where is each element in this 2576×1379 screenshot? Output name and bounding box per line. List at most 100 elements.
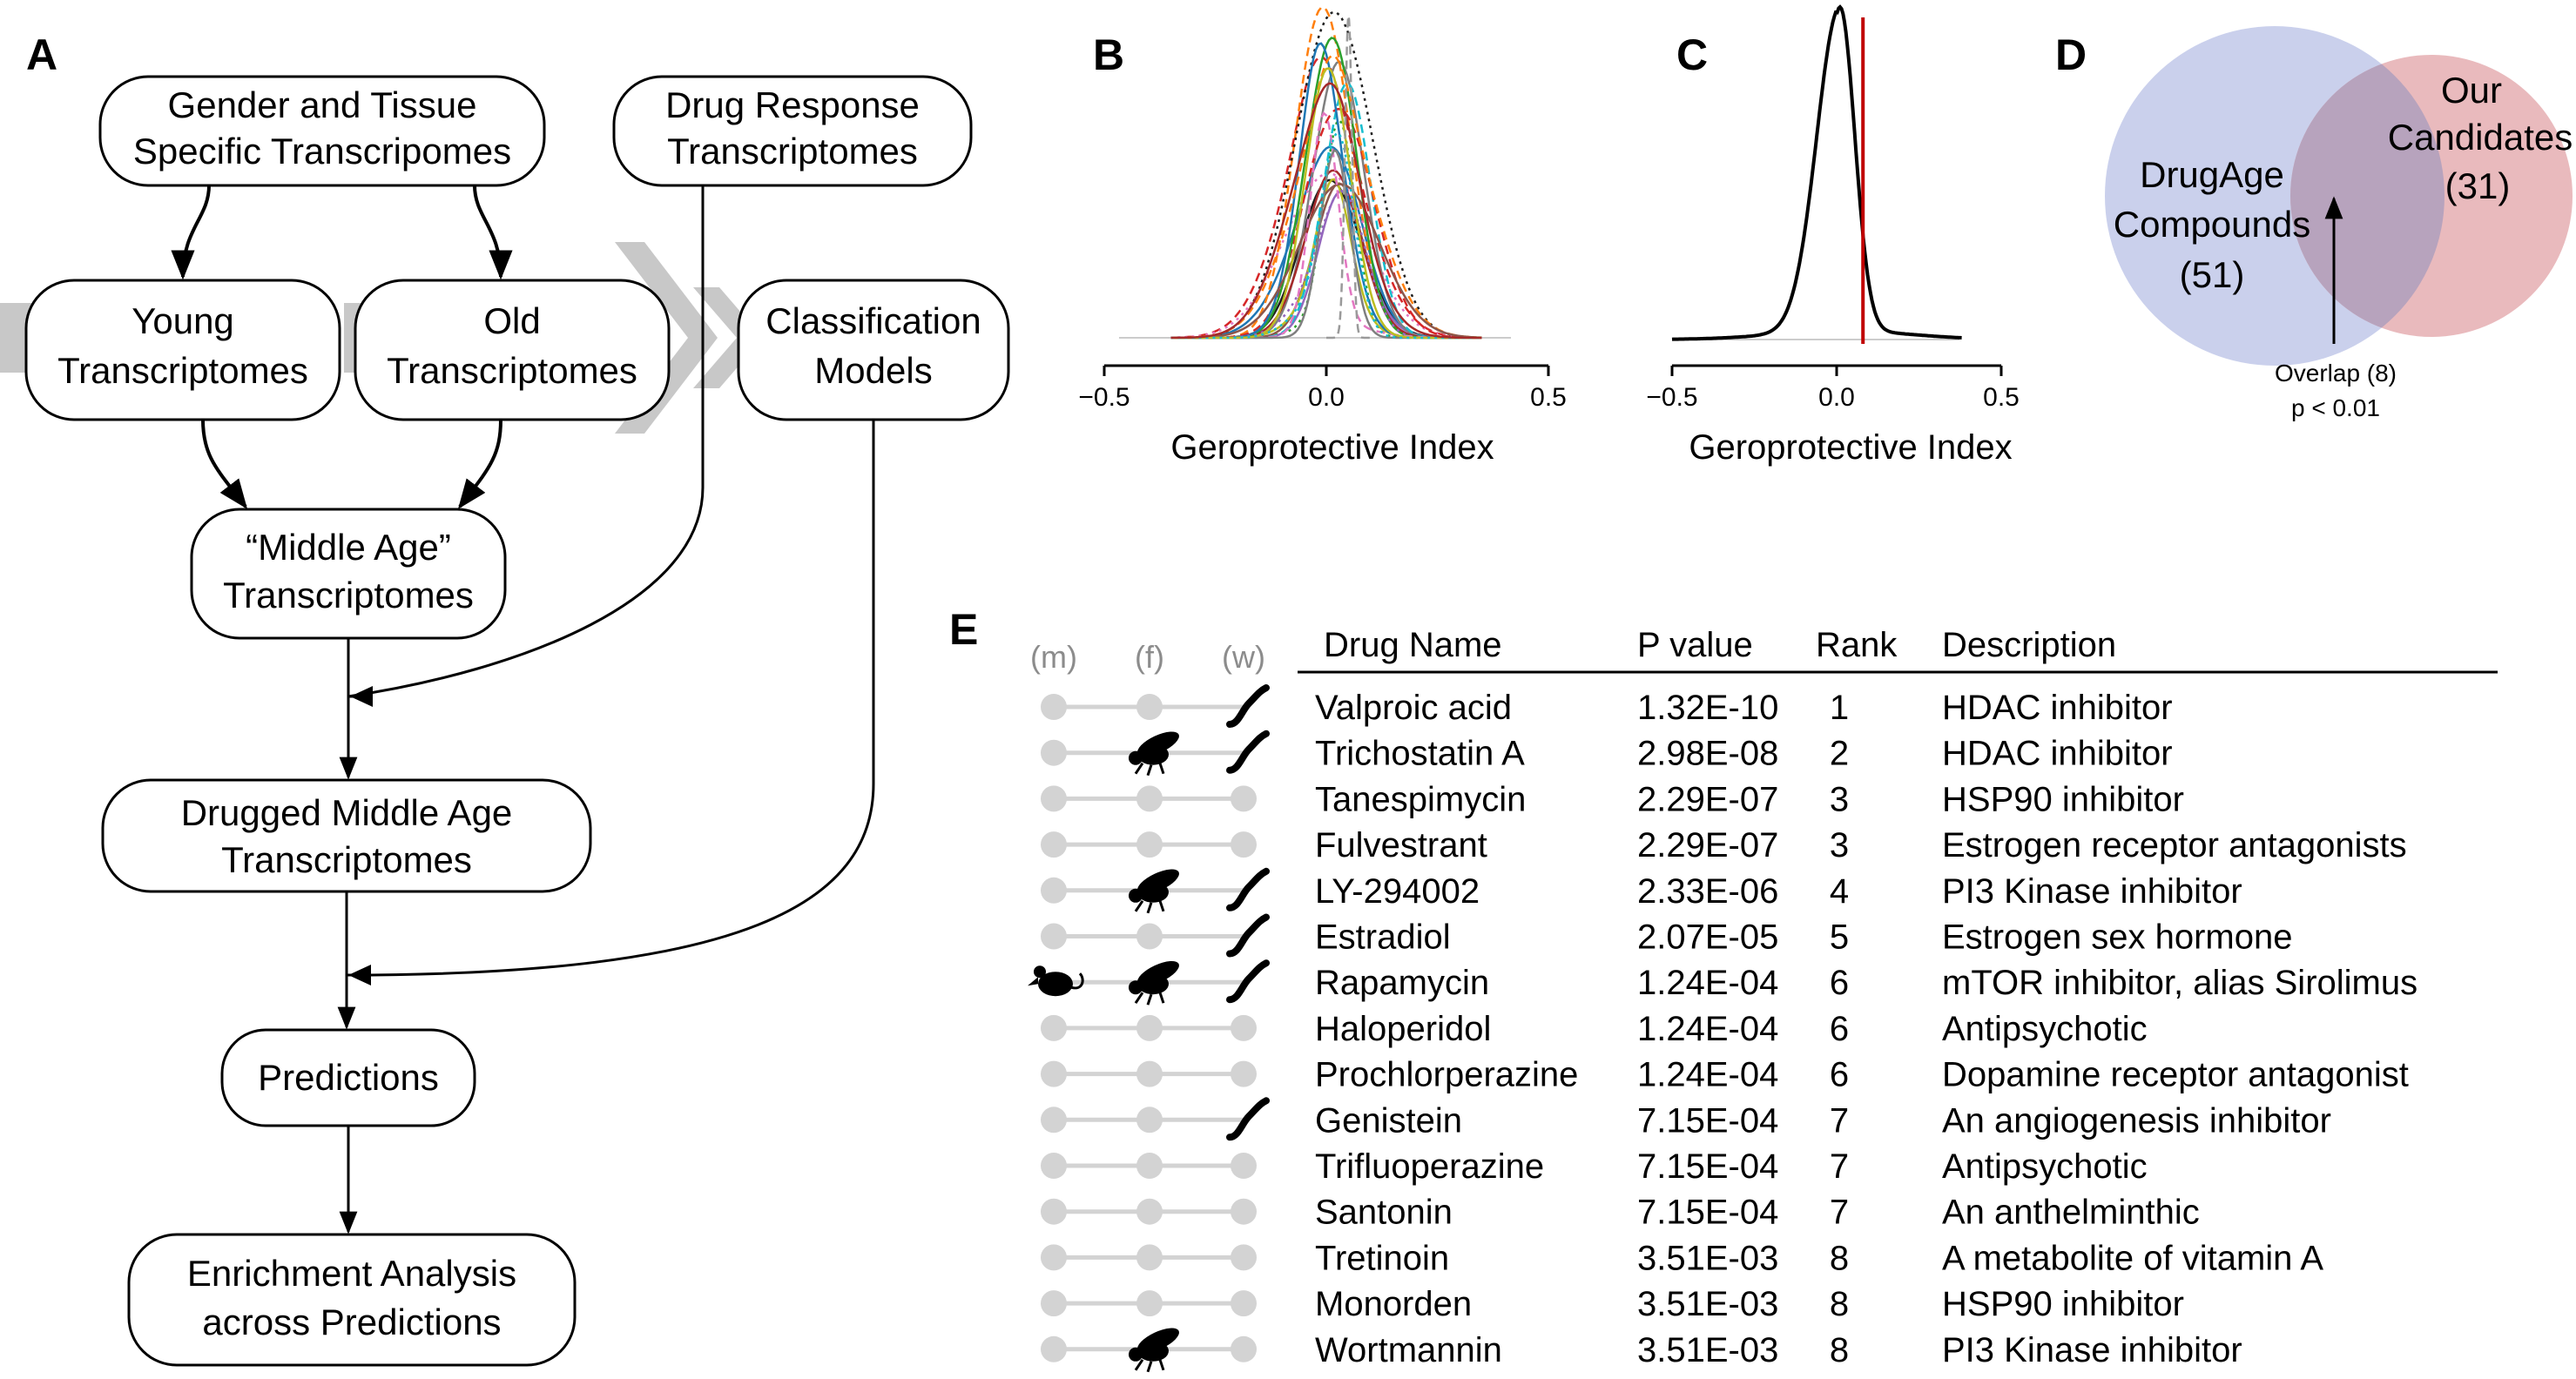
organism-dot bbox=[1041, 785, 1067, 812]
cell-desc: HSP90 inhibitor bbox=[1942, 1285, 2184, 1323]
density-curve bbox=[1326, 15, 1371, 340]
organism-dot bbox=[1136, 1290, 1163, 1317]
org-header-worm: (w) bbox=[1222, 639, 1265, 675]
fly-icon bbox=[1129, 731, 1179, 777]
cell-drug: Prochlorperazine bbox=[1315, 1056, 1578, 1094]
organism-dot bbox=[1136, 1014, 1163, 1041]
cell-rank: 2 bbox=[1830, 735, 1849, 773]
cell-desc: An anthelminthic bbox=[1942, 1194, 2200, 1232]
node-enrichment: Enrichment Analysis across Predictions bbox=[127, 1233, 577, 1367]
cell-drug: Trifluoperazine bbox=[1315, 1147, 1544, 1186]
table-row: Trichostatin A 2.98E-08 2 HDAC inhibitor bbox=[1041, 730, 2173, 777]
node-drug-line2: Transcriptomes bbox=[667, 131, 918, 172]
col-header-drug: Drug Name bbox=[1324, 626, 1502, 664]
node-drug-response: Drug Response Transcriptomes bbox=[612, 75, 973, 187]
density-curve bbox=[1170, 118, 1482, 340]
node-gender-line2: Specific Transcripomes bbox=[133, 131, 511, 172]
table-row: Prochlorperazine 1.24E-04 6 Dopamine recept… bbox=[1041, 1056, 2409, 1094]
table-row: Valproic acid 1.32E-10 1 HDAC inhibitor bbox=[1041, 684, 2173, 728]
cell-p: 7.15E-04 bbox=[1637, 1147, 1778, 1186]
cell-rank: 7 bbox=[1830, 1147, 1849, 1186]
cell-desc: A metabolite of vitamin A bbox=[1942, 1239, 2323, 1277]
organism-dot bbox=[1231, 785, 1257, 812]
density-curve bbox=[1170, 10, 1482, 340]
table-row: Trifluoperazine 7.15E-04 7 Antipsychotic bbox=[1041, 1147, 2148, 1186]
node-enrich-line2: across Predictions bbox=[202, 1302, 501, 1342]
cell-desc: Antipsychotic bbox=[1942, 1010, 2148, 1048]
cell-drug: Santonin bbox=[1315, 1194, 1453, 1232]
table-row: Tanespimycin 2.29E-07 3 HSP90 inhibitor bbox=[1041, 780, 2184, 818]
organism-dot bbox=[1136, 1153, 1163, 1179]
cell-rank: 6 bbox=[1830, 1010, 1849, 1048]
organism-dot bbox=[1231, 1290, 1257, 1317]
table-row: Genistein 7.15E-04 7 An angiogenesis inhibi… bbox=[1041, 1097, 2331, 1141]
organism-dot bbox=[1041, 1014, 1067, 1041]
organism-dot bbox=[1136, 785, 1163, 812]
organism-dot bbox=[1136, 694, 1163, 720]
cell-rank: 8 bbox=[1830, 1239, 1849, 1277]
cell-p: 7.15E-04 bbox=[1637, 1194, 1778, 1232]
venn-left-line1: DrugAge bbox=[2140, 154, 2284, 195]
org-header-mouse: (m) bbox=[1030, 639, 1077, 675]
organism-dot bbox=[1041, 739, 1067, 766]
node-young: Young Transcriptomes bbox=[24, 279, 341, 421]
node-predictions: Predictions bbox=[220, 1028, 476, 1127]
worm-icon bbox=[1226, 913, 1270, 958]
density-curve bbox=[1170, 107, 1482, 340]
cell-drug: Estradiol bbox=[1315, 918, 1451, 957]
cell-p: 7.15E-04 bbox=[1637, 1101, 1778, 1140]
cell-desc: Antipsychotic bbox=[1942, 1147, 2148, 1186]
density-curve bbox=[1170, 189, 1482, 340]
cell-p: 2.33E-06 bbox=[1637, 872, 1778, 911]
node-young-line2: Transcriptomes bbox=[57, 350, 308, 391]
cell-p: 3.51E-03 bbox=[1637, 1331, 1778, 1369]
cell-drug: Tretinoin bbox=[1315, 1239, 1449, 1277]
col-header-p: P value bbox=[1637, 626, 1753, 664]
cell-p: 2.29E-07 bbox=[1637, 826, 1778, 864]
density-curve bbox=[1170, 131, 1482, 340]
tick-b-0: −0.5 bbox=[1078, 383, 1130, 412]
panel-c: C −0.5 0.0 0.5 Geroprotective Index bbox=[1646, 4, 2020, 467]
panel-label-b: B bbox=[1093, 30, 1124, 79]
organism-dot bbox=[1041, 923, 1067, 950]
cell-desc: mTOR inhibitor, alias Sirolimus bbox=[1942, 964, 2418, 1002]
cell-drug: Rapamycin bbox=[1315, 964, 1489, 1002]
flow-arrows bbox=[171, 185, 875, 1234]
table-row: Fulvestrant 2.29E-07 3 Estrogen receptor an… bbox=[1041, 826, 2407, 864]
table-row: Rapamycin 1.24E-04 6 mTOR inhibitor, alias … bbox=[1028, 959, 2418, 1006]
fly-icon bbox=[1129, 869, 1179, 914]
panel-b: B −0.5 0.0 0.5 Geroprotective Index bbox=[1078, 6, 1567, 467]
density-curve bbox=[1170, 60, 1482, 340]
panel-label-d: D bbox=[2055, 30, 2087, 79]
col-header-rank: Rank bbox=[1816, 626, 1898, 664]
cell-drug: Wortmannin bbox=[1315, 1331, 1502, 1369]
overlap-line1: Overlap (8) bbox=[2275, 360, 2397, 387]
density-curve bbox=[1170, 183, 1482, 340]
tick-c-0: −0.5 bbox=[1646, 383, 1697, 412]
cell-p: 2.29E-07 bbox=[1637, 780, 1778, 818]
table-row: Monorden 3.51E-03 8 HSP90 inhibitor bbox=[1041, 1285, 2184, 1323]
organism-dot bbox=[1231, 1153, 1257, 1179]
table-row: Estradiol 2.07E-05 5 Estrogen sex hormone bbox=[1041, 913, 2292, 958]
xlabel-b: Geroprotective Index bbox=[1170, 428, 1494, 467]
density-curve bbox=[1170, 182, 1482, 340]
panel-label-a: A bbox=[26, 30, 57, 79]
table-row: Tretinoin 3.51E-03 8 A metabolite of vitami… bbox=[1041, 1239, 2323, 1277]
cell-desc: HSP90 inhibitor bbox=[1942, 780, 2184, 818]
cell-p: 3.51E-03 bbox=[1637, 1285, 1778, 1323]
cell-rank: 3 bbox=[1830, 780, 1849, 818]
table-row: Wortmannin 3.51E-03 8 PI3 Kinase inhibitor bbox=[1041, 1328, 2242, 1373]
worm-icon bbox=[1226, 730, 1270, 774]
tick-c-1: 0.0 bbox=[1818, 383, 1855, 412]
node-class-line1: Classification bbox=[765, 300, 981, 341]
panel-label-e: E bbox=[949, 605, 978, 654]
density-curve bbox=[1170, 82, 1482, 340]
node-pred-line: Predictions bbox=[258, 1057, 439, 1098]
arrowhead-drug-join bbox=[350, 686, 373, 707]
cell-rank: 5 bbox=[1830, 918, 1849, 957]
organism-dot bbox=[1041, 1290, 1067, 1317]
organism-dot bbox=[1136, 1107, 1163, 1133]
xlabel-c: Geroprotective Index bbox=[1689, 428, 2012, 467]
node-drugged: Drugged Middle Age Transcriptomes bbox=[101, 778, 592, 893]
